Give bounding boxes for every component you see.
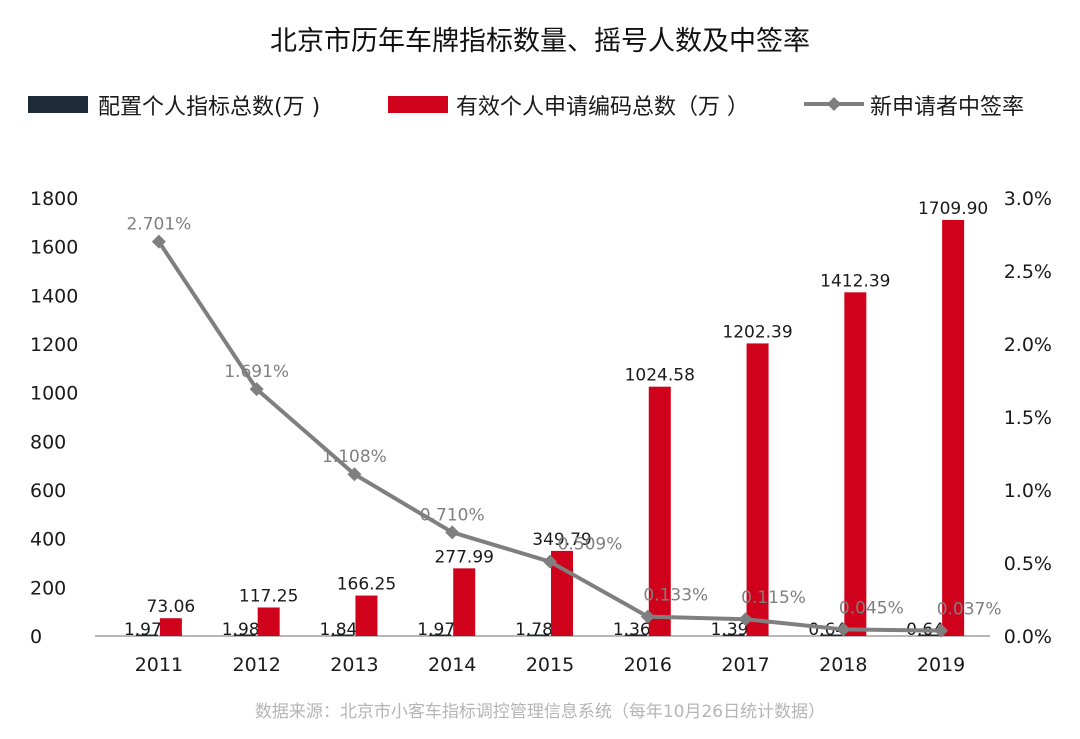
legend: 配置个人指标总数(万 ) 有效个人申请编码总数（万 ） 新申请者中签率 — [28, 95, 1024, 120]
x-tick-label: 2018 — [819, 654, 867, 676]
y-left-tick-label: 1000 — [30, 383, 78, 405]
y-left-tick-label: 1400 — [30, 285, 78, 307]
rate-data-label: 0.037% — [937, 600, 1002, 620]
bar-applicants — [942, 219, 965, 637]
bar-quota — [233, 634, 256, 636]
legend-swatch-applicants — [388, 96, 448, 113]
chart-title: 北京市历年车牌指标数量、摇号人数及中签率 — [270, 26, 810, 57]
y-axis-left: 0 200 400 600 800 1000 1200 1400 1600 1800 — [30, 188, 78, 648]
legend-label-rate: 新申请者中签率 — [870, 95, 1024, 120]
source-note: 数据来源：北京市小客车指标调控管理信息系统（每年10月26日统计数据） — [255, 702, 825, 722]
rate-data-label: 0.045% — [839, 598, 904, 618]
rate-marker — [640, 609, 655, 624]
bar-quota — [135, 634, 158, 636]
rate-marker — [347, 467, 362, 482]
bar-quota-label: 1.97 — [124, 620, 162, 640]
x-tick-label: 2013 — [330, 654, 378, 676]
rate-data-label: 0.509% — [558, 535, 623, 555]
bar-quota — [918, 634, 941, 636]
rate-line — [157, 240, 942, 633]
rate-marker — [543, 554, 557, 569]
bar-quota-label: 1.36 — [613, 620, 651, 640]
y-right-tick-label: 0.0% — [1004, 626, 1052, 648]
y-right-tick-label: 2.5% — [1004, 261, 1052, 283]
x-axis: 2011 2012 2013 2014 2015 2016 2017 2018 2019 — [135, 654, 966, 676]
rate-data-label: 1.108% — [322, 447, 387, 467]
bar-quota — [331, 634, 354, 636]
y-left-tick-label: 800 — [30, 431, 66, 453]
bar-applicants-label: 166.25 — [337, 575, 396, 595]
rate-marker — [249, 382, 264, 397]
y-left-tick-label: 0 — [30, 626, 42, 648]
rate-data-label: 1.691% — [224, 362, 289, 382]
y-right-tick-label: 3.0% — [1004, 188, 1052, 210]
bar-applicants — [844, 292, 867, 636]
x-tick-label: 2011 — [135, 654, 183, 676]
legend-label-applicants: 有效个人申请编码总数（万 ） — [456, 95, 749, 120]
bar-applicants-label: 117.25 — [239, 586, 298, 606]
y-axis-right: 0.0% 0.5% 1.0% 1.5% 2.0% 2.5% 3.0% — [1004, 188, 1052, 648]
rate-line-series: 2.701% 1.691% 1.108% 0.710% 0.509% 0.133% 0.11… — [126, 215, 1002, 638]
bar-applicants — [257, 607, 280, 636]
rate-marker — [738, 612, 753, 627]
bar-quota — [624, 634, 647, 636]
legend-swatch-quota — [28, 96, 88, 113]
y-left-tick-label: 400 — [30, 529, 66, 551]
legend-label-quota: 配置个人指标总数(万 ) — [98, 95, 320, 120]
rate-marker — [151, 234, 166, 249]
bar-applicants — [746, 343, 769, 636]
x-tick-label: 2012 — [232, 654, 280, 676]
rate-marker — [836, 622, 851, 637]
bar-applicants — [159, 618, 182, 636]
y-left-tick-label: 1200 — [30, 334, 78, 356]
bar-applicants — [648, 386, 671, 636]
bar-quota-label: 1.39 — [711, 620, 749, 640]
bar-quota-label: 1.97 — [417, 620, 455, 640]
y-left-tick-label: 600 — [30, 480, 66, 502]
bar-applicants-label: 1412.39 — [820, 271, 890, 291]
x-tick-label: 2015 — [526, 654, 574, 676]
y-left-tick-label: 200 — [30, 577, 66, 599]
rate-data-label: 0.710% — [420, 505, 485, 525]
bar-applicants-label: 73.06 — [147, 597, 196, 617]
bar-quota-label: 1.98 — [222, 620, 260, 640]
x-tick-label: 2014 — [428, 654, 476, 676]
bar-applicants-label: 1202.39 — [722, 322, 792, 342]
y-left-tick-label: 1600 — [30, 237, 78, 259]
bar-series: 1.97 73.06 1.98 117.25 1.84 166.25 1.97 277.99 1… — [124, 199, 988, 640]
rate-marker — [445, 525, 460, 540]
bar-quota — [722, 634, 745, 636]
legend-marker-rate — [827, 97, 841, 111]
y-right-tick-label: 1.0% — [1004, 480, 1052, 502]
x-tick-label: 2017 — [721, 654, 769, 676]
rate-data-label: 0.115% — [741, 588, 806, 608]
bar-quota — [527, 634, 549, 636]
bar-applicants — [453, 568, 476, 636]
bar-applicants-label: 349.79 — [532, 530, 591, 550]
bar-applicants — [355, 595, 378, 636]
rate-data-label: 0.133% — [643, 586, 708, 606]
y-right-tick-label: 1.5% — [1004, 407, 1052, 429]
y-left-tick-label: 1800 — [30, 188, 78, 210]
bar-quota — [820, 634, 843, 636]
bar-quota-label: 1.84 — [320, 620, 358, 640]
bar-quota-label: 1.78 — [515, 620, 553, 640]
bar-applicants-label: 1709.90 — [918, 199, 988, 219]
x-tick-label: 2019 — [917, 654, 965, 676]
rate-data-label: 2.701% — [126, 215, 191, 235]
bar-applicants-label: 1024.58 — [625, 366, 695, 386]
y-right-tick-label: 2.0% — [1004, 334, 1052, 356]
bar-applicants-label: 277.99 — [434, 547, 493, 567]
y-right-tick-label: 0.5% — [1004, 553, 1052, 575]
bar-quota — [429, 634, 452, 636]
x-tick-label: 2016 — [624, 654, 672, 676]
rate-marker — [934, 623, 949, 638]
